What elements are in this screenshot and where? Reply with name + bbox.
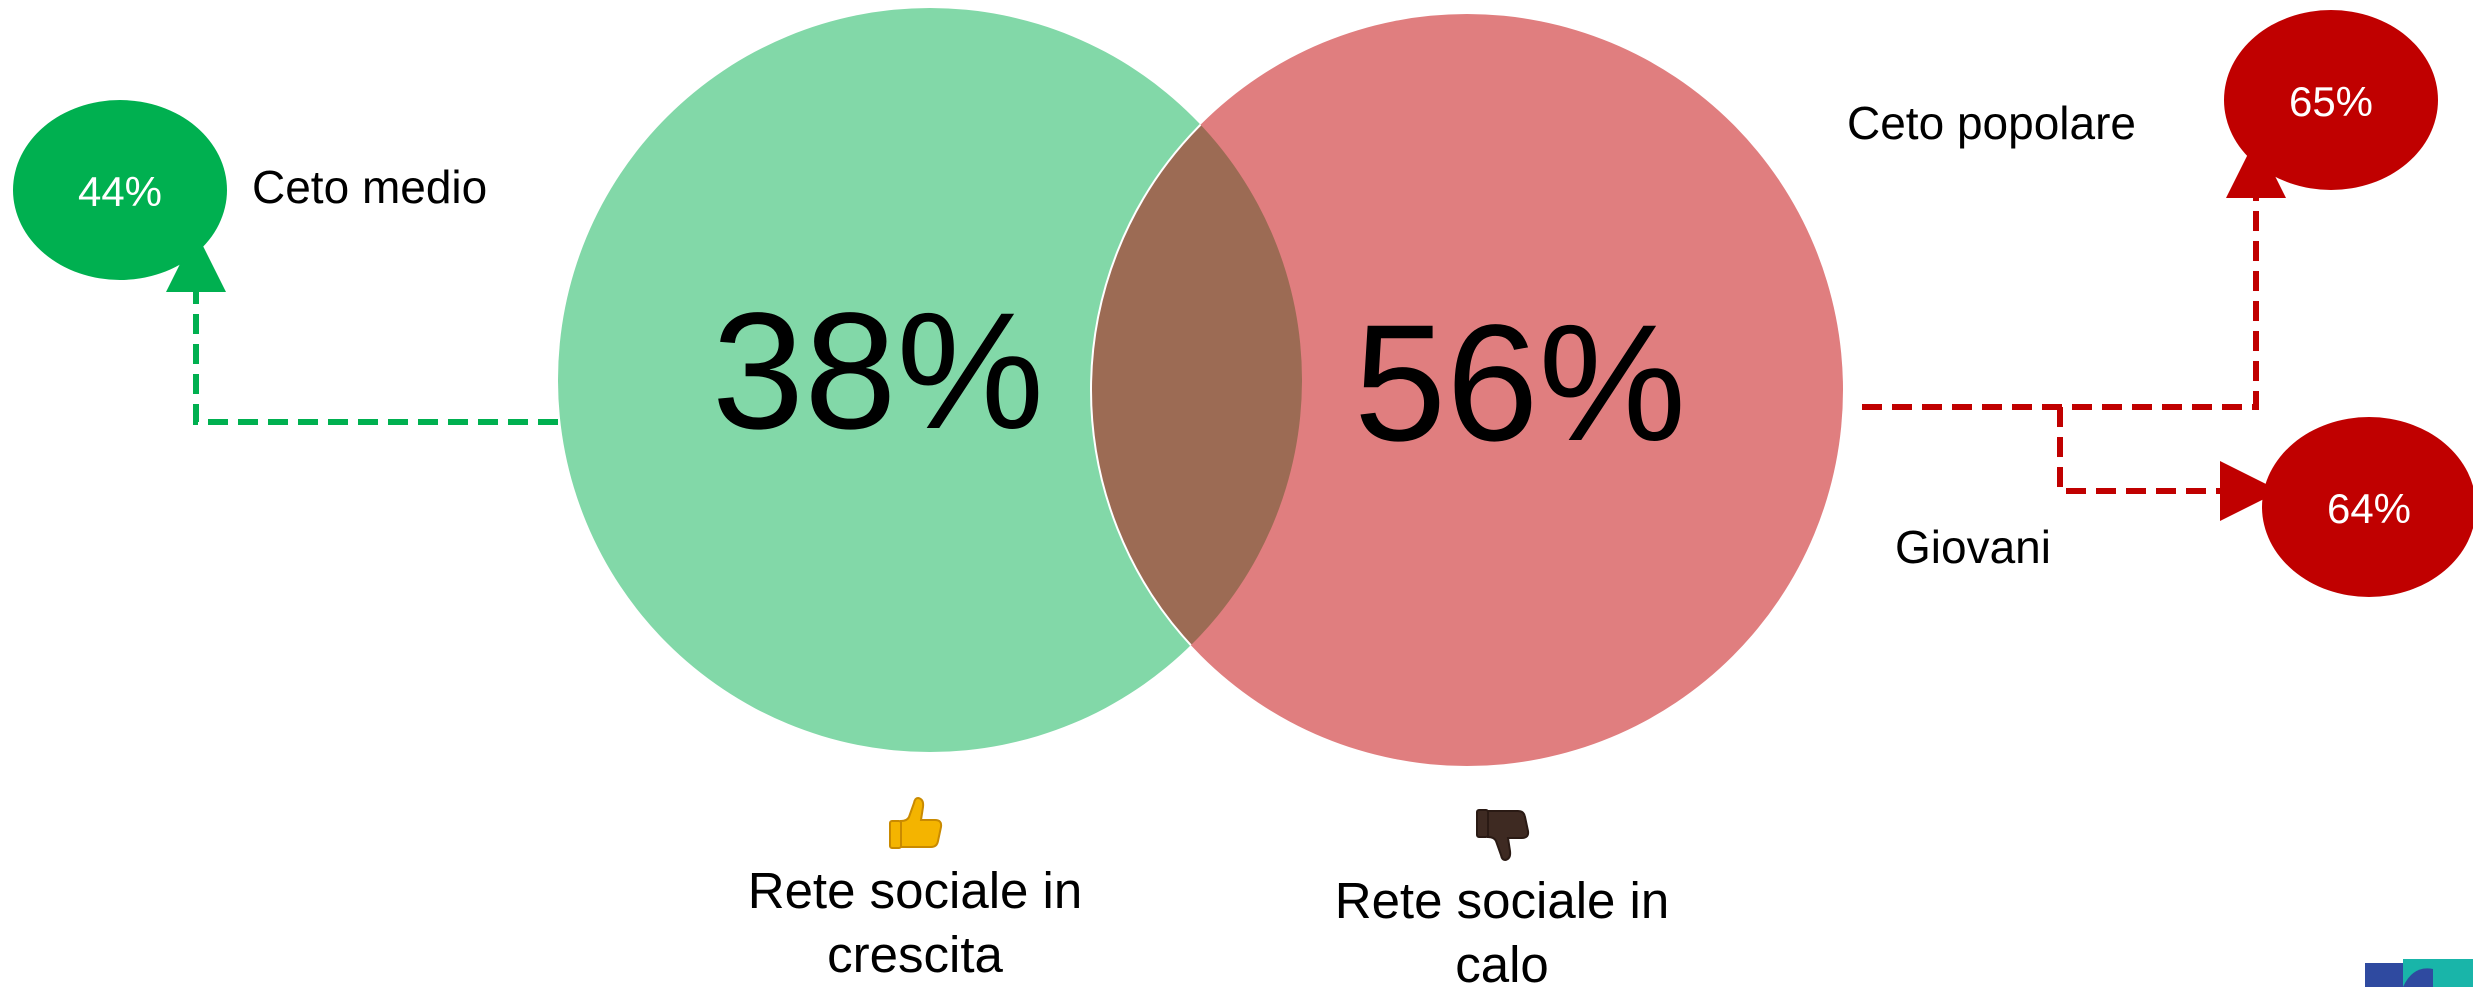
left-caption-line1: Rete sociale in <box>747 862 1083 919</box>
ceto-medio-value: 44% <box>78 168 162 215</box>
ceto-medio-connector <box>166 232 558 425</box>
corner-logo <box>2363 959 2473 987</box>
thumbs-up-icon <box>889 796 943 849</box>
left-percentage: 38% <box>712 279 1044 464</box>
right-caption-line2: calo <box>1455 936 1549 993</box>
right-circle <box>1091 14 1843 766</box>
right-caption: Rete sociale in calo <box>1287 805 1717 997</box>
giovani-label: Giovani <box>1895 521 2051 573</box>
left-caption: Rete sociale in crescita <box>700 795 1130 987</box>
left-caption-line2: crescita <box>827 926 1003 983</box>
giovani-value: 64% <box>2327 485 2411 532</box>
right-caption-line1: Rete sociale in <box>1334 872 1670 929</box>
ceto-popolare-label: Ceto popolare <box>1847 97 2136 149</box>
giovani-connector <box>2057 407 2280 521</box>
ceto-popolare-connector <box>1862 138 2286 410</box>
right-circle-outline <box>1090 13 1302 752</box>
ceto-popolare-value: 65% <box>2289 78 2373 125</box>
ceto-medio-label: Ceto medio <box>252 161 488 213</box>
ceto-popolare-bubble <box>2224 10 2438 190</box>
ceto-medio-bubble <box>13 100 227 280</box>
thumbs-down-icon <box>1476 809 1530 862</box>
left-circle <box>558 8 1302 752</box>
giovani-bubble <box>2262 417 2473 597</box>
right-percentage: 56% <box>1354 291 1686 476</box>
